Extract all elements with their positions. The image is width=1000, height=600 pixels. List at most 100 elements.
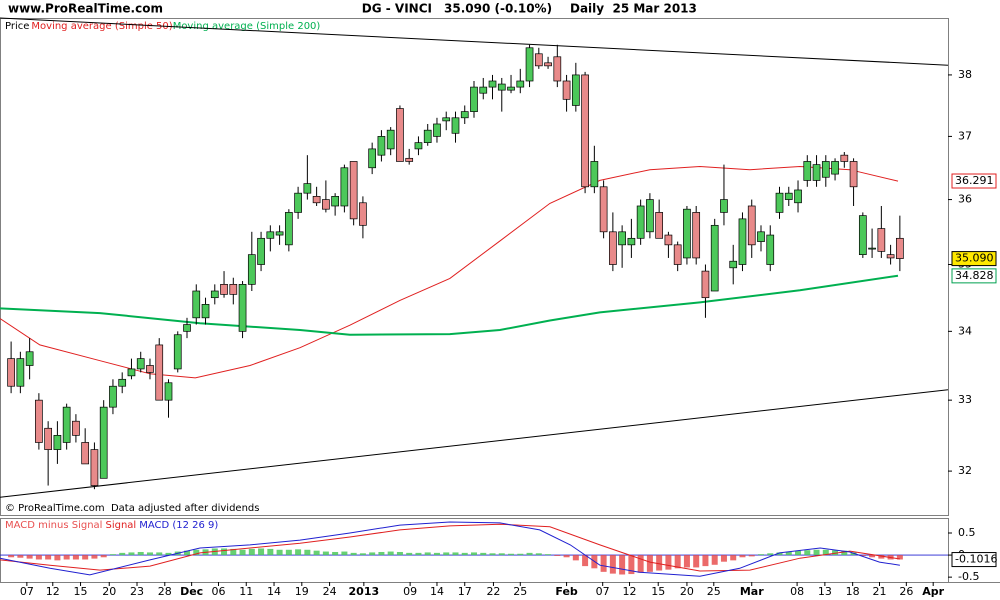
macd-histogram-bar xyxy=(359,553,366,556)
macd-histogram-bar xyxy=(489,553,496,556)
candle-body xyxy=(479,86,488,94)
candle-body xyxy=(257,237,265,265)
candle-body xyxy=(571,74,580,106)
macd-histogram-bar xyxy=(702,555,709,567)
macd-histogram-bar xyxy=(480,552,487,556)
candle-body xyxy=(803,161,812,181)
candle-body xyxy=(766,234,775,265)
trend-line xyxy=(0,389,949,498)
macd-histogram-bar xyxy=(91,555,98,559)
legend-ma50: Moving average (Simple 50) xyxy=(31,21,172,32)
candle-body xyxy=(507,86,515,91)
macd-histogram-bar xyxy=(720,555,727,562)
moving-average xyxy=(0,274,899,336)
candle-body xyxy=(525,47,534,82)
candle-body xyxy=(757,231,765,242)
candle-body xyxy=(655,212,664,239)
candle-body xyxy=(405,157,414,162)
candle-body xyxy=(812,164,821,181)
macd-histogram-bar xyxy=(369,552,376,556)
macd-histogram-bar xyxy=(45,555,52,560)
macd-histogram-bar xyxy=(221,548,228,556)
macd-histogram-bar xyxy=(304,549,311,556)
candle-body xyxy=(433,123,441,137)
x-tick-label: 09 xyxy=(403,585,417,598)
macd-histogram-bar xyxy=(378,551,385,556)
candle-body xyxy=(534,53,543,67)
macd-histogram-bar xyxy=(35,555,42,560)
macd-histogram-bar xyxy=(313,550,320,556)
plot: 323334353637380.50-0.5071215202328Dec061… xyxy=(0,17,997,598)
macd-histogram-bar xyxy=(341,551,348,556)
candle-body xyxy=(247,254,256,285)
macd-histogram-bar xyxy=(156,552,163,556)
macd-histogram-bar xyxy=(832,550,839,556)
candle-body xyxy=(451,117,460,134)
candle-body xyxy=(312,196,321,204)
macd-histogram-bar xyxy=(757,554,764,556)
candle-body xyxy=(127,368,136,377)
macd-histogram-bar xyxy=(822,549,829,556)
macd-histogram-bar xyxy=(295,549,302,556)
y-tick-label: 37 xyxy=(958,129,972,142)
candle-body xyxy=(692,212,701,259)
macd-histogram-bar xyxy=(443,552,450,556)
macd-histogram-bar xyxy=(452,552,459,556)
x-tick-label: 24 xyxy=(323,585,337,598)
candle-body xyxy=(896,237,904,259)
macd-histogram-bar xyxy=(498,553,505,556)
candle-body xyxy=(442,117,451,122)
candle-body xyxy=(192,290,201,319)
x-tick-label: 08 xyxy=(790,585,804,598)
macd-histogram-bar xyxy=(795,550,802,556)
macd-histogram-bar xyxy=(276,549,283,556)
candle-body xyxy=(183,324,191,332)
y-tick-label: 36 xyxy=(958,193,972,206)
candle-body xyxy=(840,154,849,162)
macd-histogram-bar xyxy=(526,552,533,556)
candle-body xyxy=(238,284,247,332)
candle-body xyxy=(553,56,562,82)
trend-line xyxy=(0,17,949,66)
macd-histogram-bar xyxy=(119,552,126,556)
candle-body xyxy=(627,237,636,246)
legend: Price Moving average (Simple 50)Moving av… xyxy=(5,21,320,32)
footer-note: © ProRealTime.com Data adjusted after di… xyxy=(5,503,259,514)
candle-body xyxy=(683,208,691,259)
candle-body xyxy=(488,80,497,88)
candle-body xyxy=(294,192,302,213)
macd-histogram-bar xyxy=(730,555,737,561)
candle-body xyxy=(201,304,210,319)
price-tag-label: 36.291 xyxy=(955,174,994,187)
candle-body xyxy=(109,385,117,408)
candle-body xyxy=(220,284,228,295)
x-tick-label: 14 xyxy=(267,585,281,598)
macd-histogram-bar xyxy=(508,553,515,556)
candle-body xyxy=(173,334,182,370)
x-tick-label: 17 xyxy=(458,585,472,598)
candle-body xyxy=(460,111,469,119)
macd-histogram-bar xyxy=(54,555,61,561)
candle-body xyxy=(90,449,99,486)
x-tick-label: 15 xyxy=(74,585,88,598)
macd-histogram-bar xyxy=(748,555,755,557)
candle-body xyxy=(729,260,738,269)
candle-body xyxy=(284,212,293,246)
macd-legend: MACD minus Signal Signal MACD (12 26 9) xyxy=(5,520,218,531)
macd-histogram-bar xyxy=(693,555,700,568)
x-tick-label: 15 xyxy=(651,585,665,598)
macd-histogram-bar xyxy=(896,555,903,560)
macd-histogram-bar xyxy=(109,554,116,556)
macd-histogram-bar xyxy=(656,555,663,571)
x-tick-label: Apr xyxy=(922,585,944,598)
x-tick-label: 22 xyxy=(486,585,500,598)
x-tick-label: 23 xyxy=(130,585,144,598)
x-tick-label: 25 xyxy=(707,585,721,598)
candle-body xyxy=(44,427,52,450)
candle-body xyxy=(590,161,599,188)
candle-body xyxy=(646,199,654,233)
candle-body xyxy=(562,80,571,100)
candle-body xyxy=(738,218,747,265)
x-tick-label: 26 xyxy=(899,585,913,598)
